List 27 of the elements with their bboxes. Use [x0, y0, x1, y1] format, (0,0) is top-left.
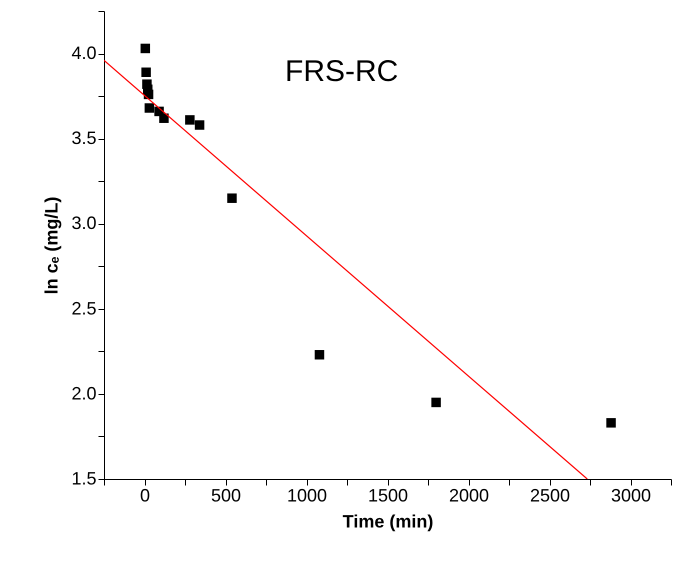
point	[606, 418, 616, 428]
y-tick-label: 3.5	[71, 128, 96, 148]
point	[431, 398, 441, 408]
y-axis-title: ln cₑ (mg/L)	[41, 196, 62, 294]
point	[140, 44, 150, 54]
annotation: FRS-RC	[285, 55, 398, 88]
x-tick-label: 3000	[610, 486, 652, 506]
x-axis-title: Time (min)	[342, 512, 434, 532]
point	[314, 350, 324, 360]
point	[144, 90, 154, 100]
point	[141, 68, 151, 78]
point	[194, 120, 204, 130]
x-tick-label: 0	[140, 486, 150, 506]
point	[159, 113, 169, 123]
y-tick-label: 4.0	[71, 43, 96, 64]
x-tick-label: 2500	[530, 486, 570, 506]
x-tick-label: 1000	[286, 486, 328, 506]
point	[144, 103, 154, 113]
y-tick-label: 1.5	[71, 468, 96, 488]
point	[227, 193, 237, 203]
point	[185, 115, 195, 125]
y-tick-label: 2.0	[71, 383, 96, 404]
x-tick-label: 500	[210, 486, 242, 506]
x-tick-label: 1500	[368, 486, 408, 506]
y-tick-label: 3.0	[71, 213, 96, 234]
x-tick-label: 2000	[448, 486, 490, 506]
y-tick-label: 2.5	[71, 298, 96, 318]
